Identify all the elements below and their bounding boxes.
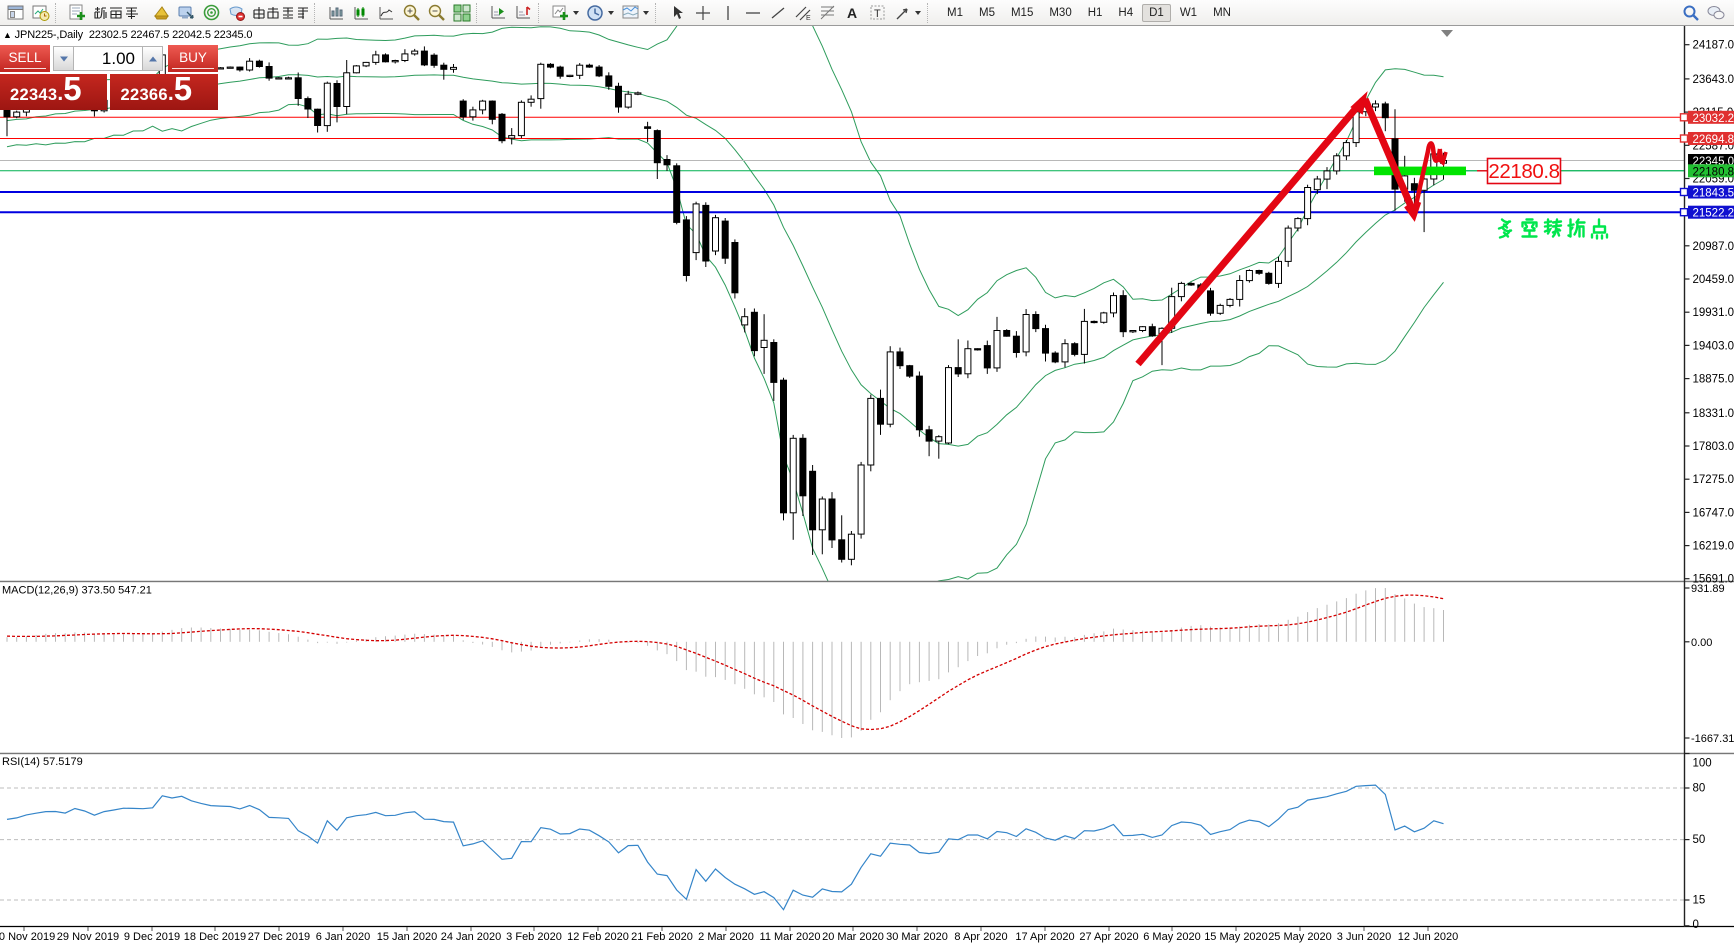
svg-text:17803.0: 17803.0 (1693, 441, 1734, 453)
svg-text:30 Mar 2020: 30 Mar 2020 (886, 931, 948, 943)
svg-text:25 May 2020: 25 May 2020 (1268, 931, 1332, 943)
svg-text:24 Jan 2020: 24 Jan 2020 (441, 931, 502, 943)
svg-text:22180.8: 22180.8 (1488, 160, 1559, 183)
svg-text:-1667.31: -1667.31 (1691, 733, 1734, 745)
svg-text:2 Mar 2020: 2 Mar 2020 (698, 931, 754, 943)
svg-text:19403.0: 19403.0 (1693, 340, 1734, 352)
svg-text:T: T (874, 8, 881, 20)
svg-text:23643.0: 23643.0 (1693, 74, 1734, 86)
svg-text:3 Feb 2020: 3 Feb 2020 (506, 931, 562, 943)
svg-text:21843.5: 21843.5 (1693, 188, 1734, 200)
svg-text:6 May 2020: 6 May 2020 (1143, 931, 1200, 943)
svg-text:20987.0: 20987.0 (1693, 241, 1734, 253)
svg-text:9 Dec 2019: 9 Dec 2019 (124, 931, 180, 943)
svg-text:RSI(14) 57.5179: RSI(14) 57.5179 (2, 756, 83, 768)
svg-text:18875.0: 18875.0 (1693, 374, 1734, 386)
svg-text:19931.0: 19931.0 (1693, 307, 1734, 319)
svg-text:22694.8: 22694.8 (1693, 134, 1734, 146)
svg-text:27 Dec 2019: 27 Dec 2019 (248, 931, 310, 943)
svg-text:16747.0: 16747.0 (1693, 507, 1734, 519)
svg-text:29 Nov 2019: 29 Nov 2019 (57, 931, 119, 943)
svg-text:0.00: 0.00 (1691, 637, 1712, 649)
svg-text:16219.0: 16219.0 (1693, 541, 1734, 553)
svg-text:8 Apr 2020: 8 Apr 2020 (954, 931, 1007, 943)
svg-text:15 May 2020: 15 May 2020 (1204, 931, 1268, 943)
svg-text:3 Jun 2020: 3 Jun 2020 (1337, 931, 1391, 943)
svg-text:100: 100 (1693, 758, 1712, 770)
svg-text:21522.2: 21522.2 (1693, 208, 1734, 220)
svg-text:80: 80 (1693, 783, 1706, 795)
svg-text:12 Feb 2020: 12 Feb 2020 (567, 931, 629, 943)
svg-text:20 Nov 2019: 20 Nov 2019 (0, 931, 55, 943)
svg-text:22180.8: 22180.8 (1693, 166, 1734, 178)
svg-text:A: A (847, 5, 857, 21)
svg-text:23032.2: 23032.2 (1693, 113, 1734, 125)
svg-text:20 Mar 2020: 20 Mar 2020 (822, 931, 884, 943)
svg-text:18 Dec 2019: 18 Dec 2019 (184, 931, 246, 943)
svg-text:15 Jan 2020: 15 Jan 2020 (377, 931, 438, 943)
svg-text:20459.0: 20459.0 (1693, 274, 1734, 286)
svg-text:24187.0: 24187.0 (1693, 40, 1734, 52)
svg-text:MACD(12,26,9) 373.50 547.21: MACD(12,26,9) 373.50 547.21 (2, 585, 152, 597)
svg-text:12 Jun 2020: 12 Jun 2020 (1398, 931, 1459, 943)
svg-text:18331.0: 18331.0 (1693, 408, 1734, 420)
svg-text:17 Apr 2020: 17 Apr 2020 (1015, 931, 1074, 943)
svg-text:0: 0 (1693, 919, 1699, 931)
svg-text:17275.0: 17275.0 (1693, 474, 1734, 486)
svg-text:6 Jan 2020: 6 Jan 2020 (316, 931, 370, 943)
svg-text:15: 15 (1693, 895, 1706, 907)
svg-text:931.89: 931.89 (1691, 583, 1725, 595)
svg-text:E: E (806, 15, 811, 22)
svg-text:50: 50 (1693, 834, 1706, 846)
svg-text:11 Mar 2020: 11 Mar 2020 (760, 931, 821, 943)
svg-text:21 Feb 2020: 21 Feb 2020 (631, 931, 693, 943)
svg-text:27 Apr 2020: 27 Apr 2020 (1079, 931, 1138, 943)
